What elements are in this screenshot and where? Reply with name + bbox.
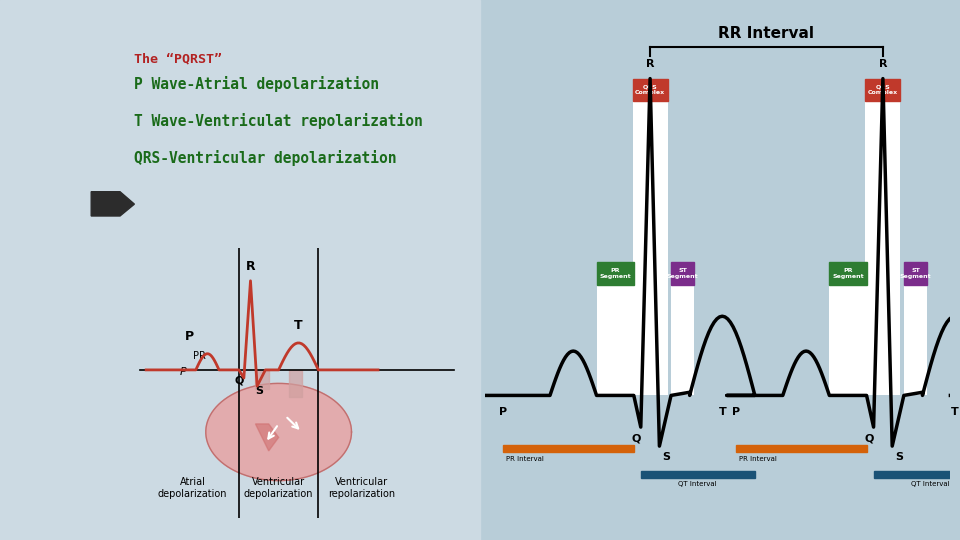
Text: T: T	[718, 407, 726, 416]
Bar	[865, 79, 900, 101]
Text: P Wave-Atrial depolarization: P Wave-Atrial depolarization	[134, 76, 379, 92]
Text: QRS-Ventricular depolarization: QRS-Ventricular depolarization	[134, 150, 396, 166]
Text: Atrial
depolarization: Atrial depolarization	[157, 477, 228, 499]
Text: T: T	[294, 319, 302, 333]
Bar	[829, 262, 867, 395]
Text: P: P	[184, 330, 194, 343]
Bar	[865, 79, 900, 395]
Polygon shape	[255, 424, 278, 451]
Bar	[671, 262, 694, 285]
Text: T: T	[951, 407, 959, 416]
Text: The “PQRST”: The “PQRST”	[134, 52, 223, 65]
Text: S: S	[662, 453, 670, 462]
Text: R: R	[646, 59, 655, 69]
Bar	[874, 471, 960, 478]
Text: P: P	[499, 407, 508, 416]
Polygon shape	[205, 383, 351, 481]
Text: R: R	[246, 260, 255, 273]
Bar	[640, 471, 755, 478]
Bar	[633, 79, 667, 395]
Text: Ventricular
repolarization: Ventricular repolarization	[328, 477, 395, 499]
Text: PR: PR	[193, 351, 205, 361]
Polygon shape	[289, 370, 301, 397]
Text: Q: Q	[864, 434, 874, 443]
Text: ST
Segment: ST Segment	[667, 268, 699, 279]
Text: QT Interval: QT Interval	[911, 481, 950, 487]
Bar	[596, 262, 634, 285]
Bar	[903, 262, 927, 285]
Text: S: S	[895, 453, 903, 462]
Bar	[903, 262, 927, 395]
Text: ST
Segment: ST Segment	[900, 268, 931, 279]
Bar	[503, 446, 634, 453]
Text: RR Interval: RR Interval	[718, 25, 814, 40]
Text: R: R	[878, 59, 887, 69]
Text: QT Interval: QT Interval	[679, 481, 717, 487]
Text: PR Interval: PR Interval	[738, 456, 777, 462]
Text: Ventricular
depolarization: Ventricular depolarization	[244, 477, 313, 499]
Bar	[736, 446, 867, 453]
Text: PR
Segment: PR Segment	[832, 268, 864, 279]
Bar	[671, 262, 694, 395]
Bar	[633, 79, 667, 101]
Text: P: P	[732, 407, 740, 416]
Text: P: P	[180, 367, 186, 377]
Text: PR
Segment: PR Segment	[599, 268, 631, 279]
Text: Q: Q	[632, 434, 641, 443]
Polygon shape	[255, 370, 269, 389]
Text: T Wave-Ventriculat repolarization: T Wave-Ventriculat repolarization	[134, 113, 423, 129]
Text: QRS
Complex: QRS Complex	[635, 84, 665, 95]
Bar	[829, 262, 867, 285]
Text: PR Interval: PR Interval	[506, 456, 543, 462]
Text: QRS
Complex: QRS Complex	[868, 84, 898, 95]
Text: S: S	[254, 386, 263, 396]
Text: Q: Q	[234, 375, 244, 386]
Bar	[596, 262, 634, 395]
